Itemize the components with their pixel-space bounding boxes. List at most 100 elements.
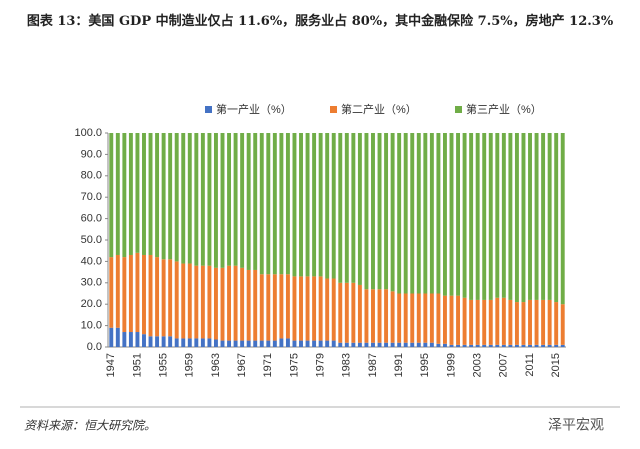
bar-segment — [462, 297, 467, 345]
source-note: 资料来源：恒大研究院。 — [24, 419, 156, 433]
bar-segment — [259, 340, 264, 347]
bar-segment — [528, 133, 532, 300]
bar-segment — [194, 133, 199, 266]
bar-segment — [292, 340, 297, 347]
bar-segment — [200, 338, 205, 347]
bar-segment — [521, 133, 526, 303]
bar-segment — [142, 254, 146, 335]
bar-segment — [547, 344, 552, 347]
bar-segment — [115, 254, 120, 328]
bar-segment — [305, 133, 310, 277]
bar-segment — [227, 265, 232, 341]
bar-segment — [541, 344, 546, 347]
bar-segment — [344, 133, 349, 283]
bar-segment — [364, 342, 369, 347]
bar-segment — [259, 133, 264, 275]
bar-segment — [246, 340, 251, 347]
legend-label: 第二产业（%） — [341, 102, 417, 116]
bar-segment — [253, 133, 258, 270]
bar-segment — [456, 133, 461, 296]
bar-segment — [344, 282, 349, 343]
bar-segment — [501, 297, 506, 345]
x-tick-label: 1967 — [236, 353, 248, 377]
bar-segment — [318, 133, 323, 277]
bar-segment — [331, 133, 336, 279]
bar-segment — [259, 274, 264, 341]
bar-segment — [357, 342, 362, 347]
bar-segment — [312, 276, 317, 341]
bar-segment — [410, 133, 415, 294]
bar-segment — [528, 344, 532, 347]
bar-segment — [325, 278, 330, 341]
bar-segment — [528, 299, 532, 345]
bar-segment — [200, 265, 205, 339]
bar-segment — [501, 133, 506, 298]
bar-segment — [181, 133, 186, 264]
bar-segment — [318, 340, 323, 347]
bar-segment — [357, 133, 362, 285]
y-tick-label: 10.0 — [81, 320, 102, 332]
y-tick-label: 40.0 — [81, 255, 102, 267]
bar-segment — [449, 295, 454, 345]
bar-segment — [416, 342, 421, 347]
bar-segment — [109, 327, 114, 347]
bar-segment — [181, 263, 186, 339]
legend-swatch — [455, 106, 462, 113]
bar-segment — [233, 340, 238, 347]
bar-segment — [403, 342, 408, 347]
bar-segment — [534, 344, 539, 347]
bar-segment — [475, 344, 480, 347]
bar-segment — [390, 133, 395, 292]
x-tick-label: 1999 — [445, 353, 457, 377]
bar-segment — [161, 259, 166, 337]
bar-segment — [338, 133, 343, 283]
x-tick-label: 1947 — [105, 353, 117, 377]
bar-segment — [155, 257, 160, 337]
bar-segment — [403, 133, 408, 294]
bar-segment — [488, 299, 493, 345]
bar-segment — [207, 133, 212, 266]
x-tick-label: 1987 — [367, 353, 379, 377]
bar-segment — [187, 263, 192, 339]
bar-segment — [128, 254, 133, 333]
bar-segment — [233, 265, 238, 341]
bar-segment — [213, 339, 218, 347]
x-tick-label: 1963 — [210, 353, 222, 377]
x-tick-label: 2011 — [524, 353, 536, 377]
y-tick-label: 20.0 — [81, 298, 102, 310]
y-tick-label: 60.0 — [81, 213, 102, 225]
bar-segment — [220, 133, 225, 268]
x-tick-label: 1955 — [158, 353, 170, 377]
bar-segment — [331, 340, 336, 347]
bar-segment — [148, 336, 153, 347]
bar-segment — [213, 267, 218, 340]
bar-segment — [456, 344, 461, 347]
bar-segment — [194, 265, 199, 339]
bar-segment — [338, 342, 343, 347]
bar-segment — [442, 133, 447, 296]
bar-segment — [482, 299, 487, 345]
bar-segment — [200, 133, 205, 266]
bar-segment — [508, 299, 513, 345]
bar-segment — [521, 344, 526, 347]
bar-segment — [351, 133, 356, 283]
bar-segment — [541, 299, 546, 345]
bar-segment — [187, 338, 192, 347]
bar-segment — [554, 344, 559, 347]
bar-segment — [397, 133, 402, 294]
bar-segment — [508, 344, 513, 347]
bar-segment — [371, 289, 375, 343]
bar-segment — [377, 133, 382, 290]
bar-segment — [429, 133, 434, 294]
y-tick-label: 80.0 — [81, 170, 102, 182]
bar-segment — [227, 133, 232, 266]
bar-segment — [174, 338, 179, 347]
bar-segment — [292, 276, 297, 341]
x-tick-label: 2015 — [550, 353, 562, 377]
bar-segment — [429, 342, 434, 347]
y-tick-label: 30.0 — [81, 277, 102, 289]
bar-segment — [285, 338, 290, 347]
bar-segment — [495, 344, 500, 347]
bar-segment — [384, 342, 389, 347]
bar-segment — [456, 295, 461, 345]
